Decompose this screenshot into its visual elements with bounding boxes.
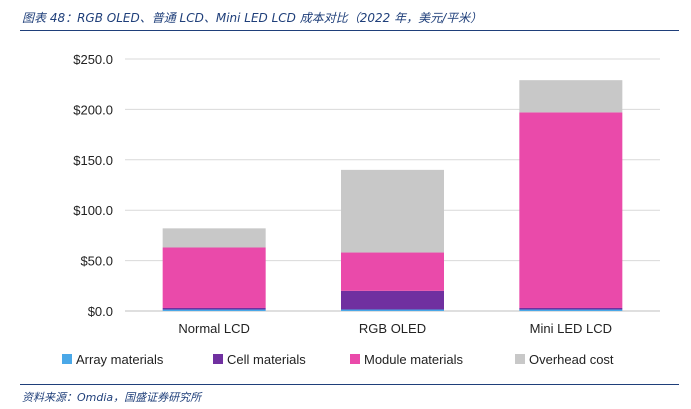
bar-segment (341, 309, 444, 311)
legend-label: Cell materials (227, 352, 306, 367)
legend-label: Overhead cost (529, 352, 614, 367)
bar-segment (519, 112, 623, 308)
bar-segment (519, 309, 623, 311)
y-tick-label: $100.0 (73, 203, 113, 218)
legend-swatch (213, 354, 223, 364)
bottom-divider (20, 384, 679, 385)
source-note: 资料来源：Omdia，国盛证券研究所 (22, 391, 202, 404)
x-category-label: Normal LCD (178, 321, 250, 336)
bar-segment (162, 307, 266, 310)
legend-label: Array materials (76, 352, 164, 367)
top-divider (20, 30, 679, 31)
y-tick-label: $200.0 (73, 102, 113, 117)
y-tick-label: $150.0 (73, 153, 113, 168)
legend-swatch (515, 354, 525, 364)
bar-segment (519, 80, 623, 113)
y-tick-label: $50.0 (80, 254, 113, 269)
x-category-label: RGB OLED (359, 321, 426, 336)
x-category-label: Mini LED LCD (530, 321, 612, 336)
bar-segment (341, 252, 444, 291)
bar-segment (162, 228, 266, 248)
bar-segment (519, 307, 623, 310)
bar-segment (162, 247, 266, 308)
legend-swatch (62, 354, 72, 364)
bar-segment (341, 290, 444, 310)
y-tick-label: $250.0 (73, 52, 113, 67)
legend-label: Module materials (364, 352, 463, 367)
y-tick-label: $0.0 (88, 304, 113, 319)
figure-caption: 图表 48：RGB OLED、普通 LCD、Mini LED LCD 成本对比（… (22, 11, 483, 25)
legend-swatch (350, 354, 360, 364)
bar-segment (341, 169, 444, 253)
bar-segment (162, 309, 266, 311)
